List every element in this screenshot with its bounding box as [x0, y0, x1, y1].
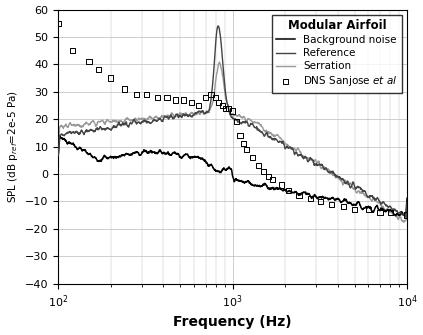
Reference [239, 122, 244, 126]
DNS Sanjose $\it{et\ al}$ [328, 201, 335, 207]
Reference [115, 124, 120, 128]
DNS Sanjose $\it{et\ al}$ [195, 103, 202, 108]
Serration [102, 122, 107, 126]
DNS Sanjose $\it{et\ al}$ [107, 75, 114, 81]
Reference [215, 24, 220, 28]
DNS Sanjose $\it{et\ al}$ [351, 207, 358, 212]
Serration [404, 201, 409, 205]
DNS Sanjose $\it{et\ al}$ [164, 94, 170, 100]
Serration [207, 108, 212, 112]
Serration [401, 220, 407, 224]
DNS Sanjose $\it{et\ al}$ [222, 106, 229, 111]
Background noise [207, 163, 212, 168]
Background noise [247, 180, 252, 184]
DNS Sanjose $\it{et\ al}$ [180, 97, 187, 103]
Line: Reference: Reference [58, 26, 407, 217]
Serration [173, 115, 179, 119]
Background noise [173, 152, 179, 156]
DNS Sanjose $\it{et\ al}$ [249, 155, 256, 160]
DNS Sanjose $\it{et\ al}$ [133, 92, 140, 97]
DNS Sanjose $\it{et\ al}$ [317, 199, 324, 204]
DNS Sanjose $\it{et\ al}$ [229, 108, 236, 114]
DNS Sanjose $\it{et\ al}$ [240, 141, 247, 146]
Background noise [56, 152, 61, 156]
Reference [404, 200, 409, 204]
DNS Sanjose $\it{et\ al}$ [212, 94, 219, 100]
DNS Sanjose $\it{et\ al}$ [387, 210, 393, 215]
Background noise [402, 214, 407, 218]
Serration [247, 117, 252, 121]
X-axis label: Frequency (Hz): Frequency (Hz) [173, 316, 292, 329]
DNS Sanjose $\it{et\ al}$ [172, 97, 179, 103]
DNS Sanjose $\it{et\ al}$ [95, 67, 102, 72]
DNS Sanjose $\it{et\ al}$ [85, 59, 92, 64]
Reference [247, 124, 252, 128]
DNS Sanjose $\it{et\ al}$ [143, 92, 150, 97]
Background noise [102, 154, 107, 158]
DNS Sanjose $\it{et\ al}$ [376, 210, 383, 215]
DNS Sanjose $\it{et\ al}$ [269, 177, 276, 182]
DNS Sanjose $\it{et\ al}$ [69, 48, 76, 53]
DNS Sanjose $\it{et\ al}$ [278, 182, 285, 188]
DNS Sanjose $\it{et\ al}$ [340, 204, 346, 209]
DNS Sanjose $\it{et\ al}$ [404, 212, 410, 218]
Reference [404, 215, 409, 219]
Reference [173, 113, 179, 117]
Legend: Background noise, Reference, Serration, DNS Sanjose $\it{et\ al}$: Background noise, Reference, Serration, … [272, 15, 402, 92]
Reference [102, 127, 107, 131]
DNS Sanjose $\it{et\ al}$ [243, 147, 250, 152]
DNS Sanjose $\it{et\ al}$ [307, 196, 314, 201]
Background noise [57, 134, 62, 138]
Line: Background noise: Background noise [58, 136, 407, 216]
DNS Sanjose $\it{et\ al}$ [219, 103, 225, 108]
DNS Sanjose $\it{et\ al}$ [265, 174, 272, 179]
Y-axis label: SPL (dB p$_{ref}$=2e-5 Pa): SPL (dB p$_{ref}$=2e-5 Pa) [5, 90, 19, 203]
Serration [217, 60, 222, 64]
DNS Sanjose $\it{et\ al}$ [286, 188, 292, 193]
DNS Sanjose $\it{et\ al}$ [208, 92, 214, 97]
DNS Sanjose $\it{et\ al}$ [236, 133, 243, 138]
DNS Sanjose $\it{et\ al}$ [154, 94, 161, 100]
Background noise [115, 155, 120, 159]
Serration [115, 120, 120, 124]
DNS Sanjose $\it{et\ al}$ [296, 193, 302, 199]
DNS Sanjose $\it{et\ al}$ [215, 100, 222, 106]
DNS Sanjose $\it{et\ al}$ [260, 169, 267, 174]
DNS Sanjose $\it{et\ al}$ [255, 163, 261, 169]
Line: Serration: Serration [58, 62, 407, 222]
DNS Sanjose $\it{et\ al}$ [365, 207, 372, 212]
Background noise [404, 196, 409, 200]
DNS Sanjose $\it{et\ al}$ [55, 20, 62, 26]
DNS Sanjose $\it{et\ al}$ [225, 106, 232, 111]
Reference [56, 154, 61, 158]
Serration [56, 149, 61, 153]
Reference [207, 107, 212, 111]
DNS Sanjose $\it{et\ al}$ [121, 86, 128, 92]
DNS Sanjose $\it{et\ al}$ [188, 100, 195, 106]
DNS Sanjose $\it{et\ al}$ [233, 119, 240, 125]
DNS Sanjose $\it{et\ al}$ [202, 94, 209, 100]
Background noise [239, 180, 244, 184]
Serration [239, 116, 244, 120]
